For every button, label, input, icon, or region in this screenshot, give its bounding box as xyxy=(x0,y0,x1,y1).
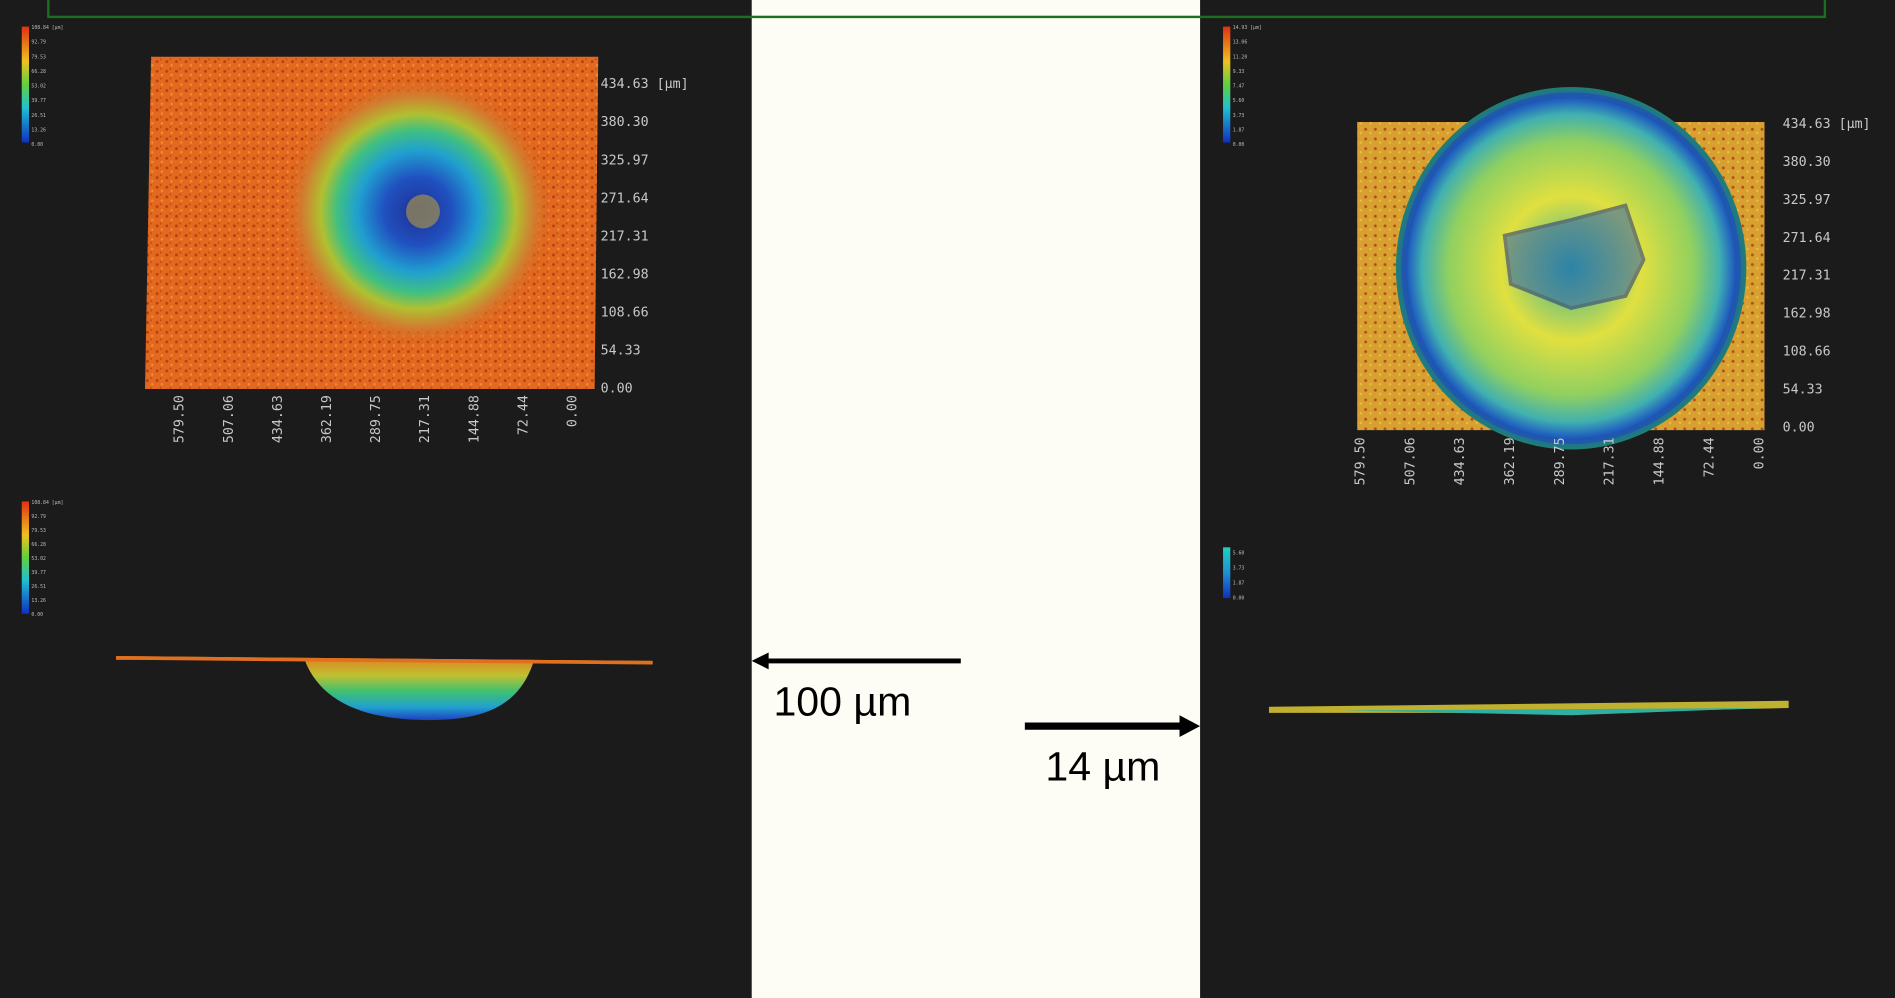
colorbar-label: 5.60 xyxy=(1233,98,1245,104)
colorbar-label: 1.87 xyxy=(1233,128,1245,134)
colorbar-label: 3.73 xyxy=(1233,113,1245,119)
y-tick-label: 434.63 [µm] xyxy=(601,77,689,92)
x-tick-label: 0.00 xyxy=(1752,437,1767,469)
x-tick-label: 579.50 xyxy=(173,395,188,443)
colorbar-label: 92.79 xyxy=(31,514,46,520)
scale-label: 100 µm xyxy=(773,678,911,724)
x-tick-label: 72.44 xyxy=(516,395,531,435)
y-tick-label: 108.66 xyxy=(1783,345,1831,360)
colorbar xyxy=(22,27,29,143)
colorbar-label: 3.73 xyxy=(1233,565,1245,571)
x-tick-label: 579.50 xyxy=(1353,437,1368,485)
x-tick-label: 434.63 xyxy=(1453,437,1468,485)
colorbar-label: 108.84 [µm] xyxy=(31,500,63,506)
colorbar-label: 13.06 xyxy=(1233,40,1248,46)
y-tick-label: 380.30 xyxy=(601,115,649,130)
arrow-head xyxy=(752,652,769,669)
x-tick-label: 72.44 xyxy=(1702,437,1717,477)
x-tick-label: 217.31 xyxy=(1603,437,1618,485)
x-tick-label: 434.63 xyxy=(271,395,286,443)
colorbar-label: 9.33 xyxy=(1233,69,1245,75)
y-tick-label: 54.33 xyxy=(601,344,641,359)
x-tick-label: 289.75 xyxy=(369,395,384,443)
colorbar-label: 53.02 xyxy=(31,556,46,562)
colorbar-label: 92.79 xyxy=(31,40,46,46)
figure: 100 µm 14 µm 108.84 [µm] 92.79 79.53 66.28 5… xyxy=(0,0,1895,998)
colorbar-label: 39.77 xyxy=(31,98,46,104)
colorbar-label: 66.28 xyxy=(31,69,46,75)
colorbar-label: 108.84 [µm] xyxy=(31,25,63,31)
colorbar-label: 13.26 xyxy=(31,128,46,134)
y-tick-label: 162.98 xyxy=(1783,307,1831,322)
colorbar-label: 39.77 xyxy=(31,570,46,576)
y-tick-label: 0.00 xyxy=(601,382,633,397)
page: {"left_panel":{"top_view":{"colorbar_lab… xyxy=(0,0,1895,998)
x-tick-label: 289.75 xyxy=(1553,437,1568,485)
y-tick-label: 217.31 xyxy=(601,229,649,244)
x-tick-label: 362.19 xyxy=(1503,437,1518,485)
y-tick-label: 271.64 xyxy=(1783,231,1831,246)
colorbar-label: 26.51 xyxy=(31,113,46,119)
crater-floor xyxy=(406,195,440,229)
x-tick-label: 362.19 xyxy=(320,395,335,443)
y-tick-label: 217.31 xyxy=(1783,269,1831,284)
colorbar-label: 1.87 xyxy=(1233,580,1245,586)
scale-label: 14 µm xyxy=(1045,744,1160,790)
y-tick-label: 325.97 xyxy=(1783,193,1831,208)
colorbar-label: 0.00 xyxy=(31,142,43,148)
y-tick-label: 54.33 xyxy=(1783,382,1823,397)
colorbar-label: 11.20 xyxy=(1233,54,1248,60)
x-tick-label: 144.88 xyxy=(467,395,482,443)
colorbar-label: 79.53 xyxy=(31,528,46,534)
colorbar-label: 7.47 xyxy=(1233,84,1245,90)
y-tick-label: 434.63 [µm] xyxy=(1783,117,1871,132)
y-tick-label: 271.64 xyxy=(601,191,649,206)
y-tick-label: 162.98 xyxy=(601,267,649,282)
colorbar xyxy=(1223,27,1230,143)
colorbar-label: 14.93 [µm] xyxy=(1233,25,1262,31)
colorbar-label: 13.26 xyxy=(31,598,46,604)
y-tick-label: 0.00 xyxy=(1783,420,1815,435)
colorbar-label: 0.00 xyxy=(1233,142,1245,148)
colorbar-label: 66.28 xyxy=(31,542,46,548)
colorbar-label: 26.51 xyxy=(31,584,46,590)
colorbar-label: 53.02 xyxy=(31,84,46,90)
y-tick-label: 380.30 xyxy=(1783,155,1831,170)
x-tick-label: 507.06 xyxy=(222,395,237,443)
y-tick-label: 108.66 xyxy=(601,306,649,321)
colorbar xyxy=(22,501,29,613)
colorbar-label: 79.53 xyxy=(31,54,46,60)
colorbar-label: 0.00 xyxy=(31,612,43,618)
y-tick-label: 325.97 xyxy=(601,153,649,168)
x-tick-label: 144.88 xyxy=(1653,437,1668,485)
arrow-head xyxy=(1180,715,1201,737)
colorbar-label: 0.00 xyxy=(1233,595,1245,601)
colorbar xyxy=(1223,547,1230,598)
x-tick-label: 507.06 xyxy=(1403,437,1418,485)
colorbar-label: 5.60 xyxy=(1233,551,1245,557)
x-tick-label: 0.00 xyxy=(565,395,580,427)
x-tick-label: 217.31 xyxy=(418,395,433,443)
